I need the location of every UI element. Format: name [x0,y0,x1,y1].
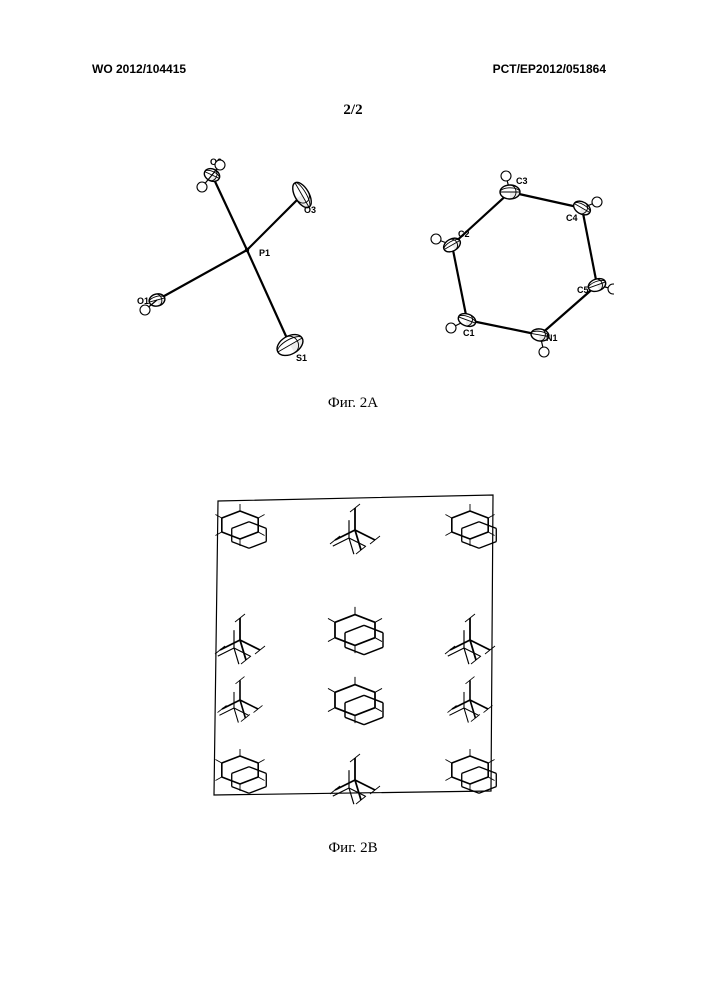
svg-text:S1: S1 [296,353,307,363]
figure-2a-svg: P1O1O2O3S1C1C2C3C4C5N1 [92,140,614,385]
header-right: PCT/EP2012/051864 [493,62,606,76]
figure-2b [180,470,525,825]
svg-text:C2: C2 [458,229,470,239]
svg-text:C4: C4 [566,213,578,223]
figure-2a-caption: Фиг. 2A [0,395,706,412]
header-left: WO 2012/104415 [92,62,186,76]
svg-text:C3: C3 [516,176,528,186]
svg-text:C5: C5 [577,285,589,295]
svg-text:O3: O3 [304,205,316,215]
page: WO 2012/104415 PCT/EP2012/051864 2/2 P1 O… [0,0,706,1000]
figure-2a: P1O1O2O3S1C1C2C3C4C5N1 [92,140,614,385]
svg-text:C1: C1 [463,328,475,338]
page-number: 2/2 [0,102,706,119]
svg-text:N1: N1 [546,333,558,343]
svg-text:P1: P1 [259,248,270,258]
figure-2b-caption: Фиг. 2B [0,840,706,857]
figure-2b-svg [180,470,525,825]
svg-text:O1: O1 [137,296,149,306]
